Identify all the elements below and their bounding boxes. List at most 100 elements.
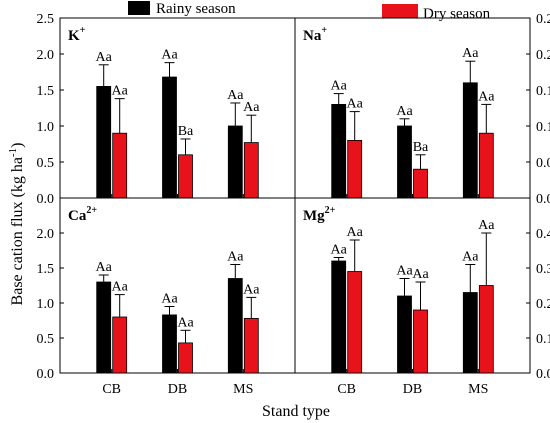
bar-rainy-ca-cb <box>96 281 112 374</box>
bar-dry-ca-ms <box>243 317 259 374</box>
y-tick-label-mg-4: 0.4 <box>536 227 550 242</box>
bar-rainy-mg-cb <box>331 260 347 374</box>
y-tick-label-mg-2: 0.2 <box>536 297 550 312</box>
panel-label-sup-mg: 2+ <box>325 205 336 216</box>
bar-rainy-na-ms <box>462 82 478 199</box>
panel-label-ca: Ca2+ <box>68 205 97 224</box>
bar-dry-na-ms <box>478 132 494 199</box>
x-tick-label-mg-2: MS <box>468 382 488 397</box>
x-tick-label-ca-0: CB <box>102 382 121 397</box>
panel-label-sup-na: + <box>321 25 327 36</box>
y-tick-label-ca-1: 0.5 <box>37 332 55 347</box>
y-axis-label: Base cation flux (kg ha-1) <box>7 143 26 306</box>
panel-label-text-na: Na <box>303 28 322 44</box>
panel-frame-k <box>59 17 296 199</box>
x-tick-label-ca-2: MS <box>233 382 253 397</box>
y-tick-label-ca-3: 1.5 <box>37 262 55 277</box>
y-tick-label-k-0: 0.0 <box>37 192 55 207</box>
y-tick-label-ca-4: 2.0 <box>37 227 55 242</box>
sig-label-rainy-na-db: Aa <box>396 104 413 119</box>
bar-rainy-na-cb <box>331 104 347 199</box>
sig-label-rainy-k-cb: Aa <box>96 50 113 65</box>
sig-label-dry-mg-db: Aa <box>412 267 429 282</box>
y-tick-label-mg-0: 0.0 <box>536 367 550 382</box>
bar-rainy-mg-ms <box>462 292 478 374</box>
panel-label-text-mg: Mg <box>303 208 325 224</box>
y-axis-label-superscript: -1 <box>7 148 19 157</box>
bar-rainy-k-db <box>162 76 177 199</box>
y-tick-label-na-0: 0.00 <box>536 192 550 207</box>
x-tick-label-ca-1: DB <box>168 382 187 397</box>
x-tick-label-mg-0: CB <box>337 382 356 397</box>
y-tick-label-na-4: 0.20 <box>536 48 550 63</box>
panel-label-text-k: K <box>68 28 80 44</box>
y-tick-label-na-5: 0.25 <box>536 12 550 27</box>
sig-label-dry-k-db: Ba <box>178 124 194 139</box>
legend-swatch-rainy <box>128 1 150 15</box>
bar-dry-mg-db <box>413 309 428 374</box>
y-tick-label-ca-0: 0.0 <box>37 367 55 382</box>
sig-label-dry-ca-db: Aa <box>177 315 194 330</box>
panel-label-na: Na+ <box>303 25 327 44</box>
bar-rainy-k-ms <box>227 125 243 199</box>
bar-dry-na-cb <box>347 139 363 199</box>
legend-swatch-dry <box>382 4 418 18</box>
panels: 0.00.51.01.52.02.5AaAaAaBaAaAaK+0.000.05… <box>37 12 550 397</box>
legend-label-dry: Dry season <box>423 6 491 22</box>
y-tick-label-k-5: 2.5 <box>37 12 55 27</box>
y-axis-label-close: ) <box>9 143 26 148</box>
y-tick-label-k-2: 1.0 <box>37 120 55 135</box>
bar-dry-mg-ms <box>478 285 494 374</box>
y-tick-label-ca-2: 1.0 <box>37 297 55 312</box>
sig-label-rainy-na-cb: Aa <box>331 79 348 94</box>
bar-rainy-k-cb <box>96 86 112 199</box>
bar-rainy-na-db <box>397 125 412 199</box>
sig-label-rainy-mg-db: Aa <box>396 264 413 279</box>
sig-label-rainy-ca-ms: Aa <box>227 250 244 265</box>
bar-dry-na-db <box>413 168 428 199</box>
sig-label-rainy-k-db: Aa <box>161 48 178 63</box>
bar-dry-k-ms <box>243 142 259 199</box>
x-tick-label-mg-1: DB <box>403 382 422 397</box>
sig-label-rainy-mg-cb: Aa <box>331 243 348 258</box>
panel-label-mg: Mg2+ <box>303 205 336 224</box>
x-axis-label: Stand type <box>262 403 330 420</box>
y-tick-label-k-3: 1.5 <box>37 84 55 99</box>
bar-rainy-ca-db <box>162 314 177 374</box>
sig-label-dry-k-ms: Aa <box>243 100 260 115</box>
sig-label-rainy-mg-ms: Aa <box>462 250 479 265</box>
y-tick-label-na-2: 0.10 <box>536 120 550 135</box>
sig-label-rainy-k-ms: Aa <box>227 88 244 103</box>
sig-label-dry-ca-ms: Aa <box>243 282 260 297</box>
sig-label-dry-na-ms: Aa <box>478 89 495 104</box>
panel-frame-ca <box>59 197 296 374</box>
sig-label-rainy-ca-cb: Aa <box>96 260 113 275</box>
y-tick-label-mg-3: 0.3 <box>536 262 550 277</box>
panel-frame-mg <box>294 197 531 374</box>
sig-label-dry-mg-cb: Aa <box>347 225 364 240</box>
y-tick-label-k-1: 0.5 <box>37 156 55 171</box>
panel-label-k: K+ <box>68 25 86 44</box>
bar-dry-mg-cb <box>347 271 363 374</box>
y-tick-label-mg-1: 0.1 <box>536 332 550 347</box>
panel-ca: 0.0 0.5 1.0 1.5 2.0 CB DB MS Aa Aa Aa Aa Aa Aa Ca2+ <box>37 197 296 397</box>
legend: Rainy season Dry season <box>128 1 491 22</box>
panel-label-sup-k: + <box>80 25 86 36</box>
sig-label-rainy-na-ms: Aa <box>462 46 479 61</box>
sig-label-dry-na-cb: Aa <box>347 97 364 112</box>
panel-label-text-ca: Ca <box>68 208 87 224</box>
y-tick-label-k-4: 2.0 <box>37 48 55 63</box>
panel-na: 0.00 0.05 0.10 0.15 0.20 0.25 Aa Aa Aa Ba Aa Aa Na+ <box>294 12 550 207</box>
y-tick-label-na-3: 0.15 <box>536 84 550 99</box>
sig-label-dry-ca-cb: Aa <box>112 280 129 295</box>
sig-label-dry-k-cb: Aa <box>112 84 129 99</box>
bar-dry-k-db <box>178 154 193 199</box>
y-tick-label-na-1: 0.05 <box>536 156 550 171</box>
sig-label-dry-na-db: Ba <box>413 140 429 155</box>
panel-label-sup-ca: 2+ <box>86 205 97 216</box>
sig-label-dry-mg-ms: Aa <box>478 218 495 233</box>
bar-rainy-ca-ms <box>227 278 243 374</box>
